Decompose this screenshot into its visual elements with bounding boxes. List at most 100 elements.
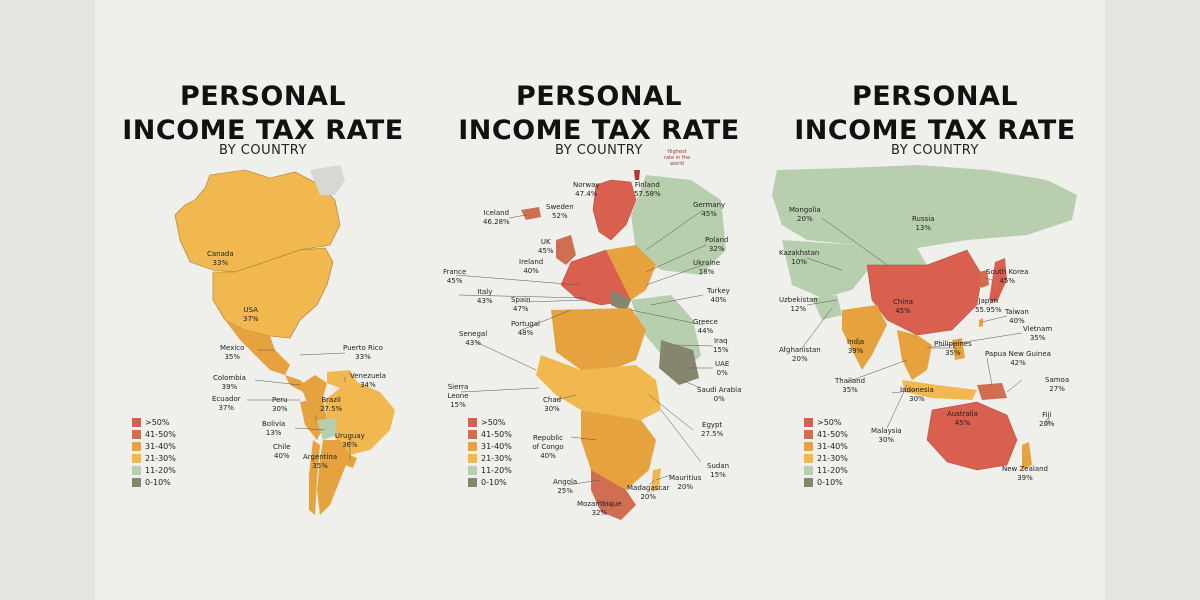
panel-title: PERSONAL INCOME TAX RATE [767, 80, 1103, 148]
region-uk-ireland [556, 235, 576, 265]
country-label-samoa: Samoa 27% [1045, 376, 1070, 393]
country-label-egypt: Egypt 27.5% [701, 421, 724, 438]
panel-asia-oceania: PERSONAL INCOME TAX RATE BY COUNTRY [767, 0, 1103, 600]
country-label-portugal: Portugal 48% [511, 320, 540, 337]
country-label-kazakhstan: Kazakhstan 10% [779, 249, 820, 266]
region-new-zealand [1022, 442, 1032, 470]
legend-swatch [804, 453, 813, 463]
country-label-thailand: Thailand 35% [835, 377, 866, 394]
region-russia-west [631, 175, 726, 275]
country-label-norway: Norway 47.4% [573, 181, 600, 198]
legend-item: 11-20% [468, 464, 512, 476]
legend-swatch [132, 417, 141, 427]
region-korea [979, 270, 989, 288]
country-label-uzbekistan: Uzbekistan 12% [779, 296, 818, 313]
leader-lines [801, 217, 1023, 429]
country-label-mauritius: Mauritius 20% [669, 474, 702, 491]
legend: >50% 41-50% 31-40% 21-30% 11-20% 0-10% [804, 416, 848, 488]
region-arabia [659, 340, 699, 385]
legend-swatch [804, 465, 813, 475]
country-label-vietnam: Vietnam 35% [1023, 325, 1053, 342]
country-label-sweden: Sweden 52% [546, 203, 574, 220]
country-label-chile: Chile 40% [273, 443, 291, 460]
region-mexico [225, 320, 290, 375]
legend-swatch [132, 465, 141, 475]
country-label-chad: Chad 30% [543, 396, 562, 413]
region-afghanistan [812, 295, 842, 320]
region-taiwan [979, 318, 983, 327]
legend-swatch [132, 441, 141, 451]
country-label-india: India 39% [847, 338, 865, 355]
country-label-usa: USA 37% [243, 306, 259, 323]
region-greenland [310, 165, 345, 195]
country-label-italy: Italy 43% [477, 288, 493, 305]
country-label-mongolia: Mongolia 20% [789, 206, 821, 223]
country-label-canada: Canada 33% [207, 250, 234, 267]
country-label-uk: UK 45% [538, 238, 554, 255]
region-australia [926, 401, 1018, 471]
legend-item: 21-30% [804, 452, 848, 464]
asia-oceania-map [772, 165, 1077, 471]
region-argentina [317, 440, 350, 515]
region-png [977, 383, 1007, 400]
country-label-finland: Finland 57.58% [634, 181, 661, 198]
leader-lines [247, 349, 351, 460]
country-label-venezuela: Venezuela 34% [350, 372, 386, 389]
legend-item: 0-10% [468, 476, 512, 488]
region-fiji [1045, 418, 1050, 425]
region-eastern-europe [606, 245, 656, 300]
europe-africa-map [455, 170, 726, 520]
legend-swatch [468, 477, 477, 487]
americas-map [174, 165, 395, 515]
panel-subtitle: BY COUNTRY [891, 143, 979, 158]
country-label-madagascar: Madagascar 20% [627, 484, 670, 501]
legend-item: 41-50% [804, 428, 848, 440]
region-central-africa [581, 410, 656, 495]
country-label-greece: Greece 44% [693, 318, 718, 335]
panel-title: PERSONAL INCOME TAX RATE [95, 80, 431, 148]
legend-item: 0-10% [804, 476, 848, 488]
region-japan [989, 258, 1007, 302]
country-label-puerto-rico: Puerto Rico 33% [343, 344, 383, 361]
country-label-afghanistan: Afghanistan 20% [779, 346, 821, 363]
country-label-south-korea: South Korea 45% [986, 268, 1029, 285]
region-iceland [521, 207, 541, 220]
country-label-uruguay: Uruguay 36% [335, 432, 365, 449]
country-label-mexico: Mexico 35% [220, 344, 245, 361]
country-label-republic-of-congo: Republic of Congo 40% [532, 434, 564, 460]
country-label-ecuador: Ecuador 37% [212, 395, 241, 412]
region-north-africa [551, 308, 646, 370]
country-label-japan: Japan 55.95% [975, 297, 1002, 314]
title-line-1: PERSONAL [179, 81, 347, 112]
region-uruguay [345, 455, 357, 468]
region-colombia [300, 375, 327, 402]
country-label-france: France 45% [443, 268, 467, 285]
country-label-iceland: Iceland 46.28% [483, 209, 510, 226]
country-label-philippines: Philippines 35% [934, 340, 972, 357]
region-indonesia [902, 380, 977, 400]
country-label-iraq: Iraq 15% [713, 337, 729, 354]
country-label-china: China 45% [893, 298, 913, 315]
legend-swatch [804, 441, 813, 451]
panel-americas: PERSONAL INCOME TAX RATE BY COUNTRY Cana… [95, 0, 431, 600]
region-brazil [325, 382, 395, 455]
region-venezuela [327, 370, 357, 388]
legend-swatch [468, 417, 477, 427]
legend-item: 41-50% [468, 428, 512, 440]
legend-item: 11-20% [804, 464, 848, 476]
legend-swatch [468, 453, 477, 463]
title-line-2: INCOME TAX RATE [122, 115, 404, 146]
legend-item: 21-30% [468, 452, 512, 464]
highest-rate-note: Highest rate in the world [663, 149, 691, 167]
legend-swatch [468, 441, 477, 451]
legend-swatch [804, 429, 813, 439]
panel-title: PERSONAL INCOME TAX RATE [431, 80, 767, 148]
country-label-australia: Australia 45% [947, 410, 978, 427]
country-label-colombia: Colombia 39% [213, 374, 246, 391]
country-label-angola: Angola 25% [553, 478, 578, 495]
country-label-turkey: Turkey 40% [707, 287, 730, 304]
legend-swatch [132, 477, 141, 487]
country-label-spain: Spain 47% [511, 296, 531, 313]
legend-swatch [468, 465, 477, 475]
panel-subtitle: BY COUNTRY [219, 143, 307, 158]
